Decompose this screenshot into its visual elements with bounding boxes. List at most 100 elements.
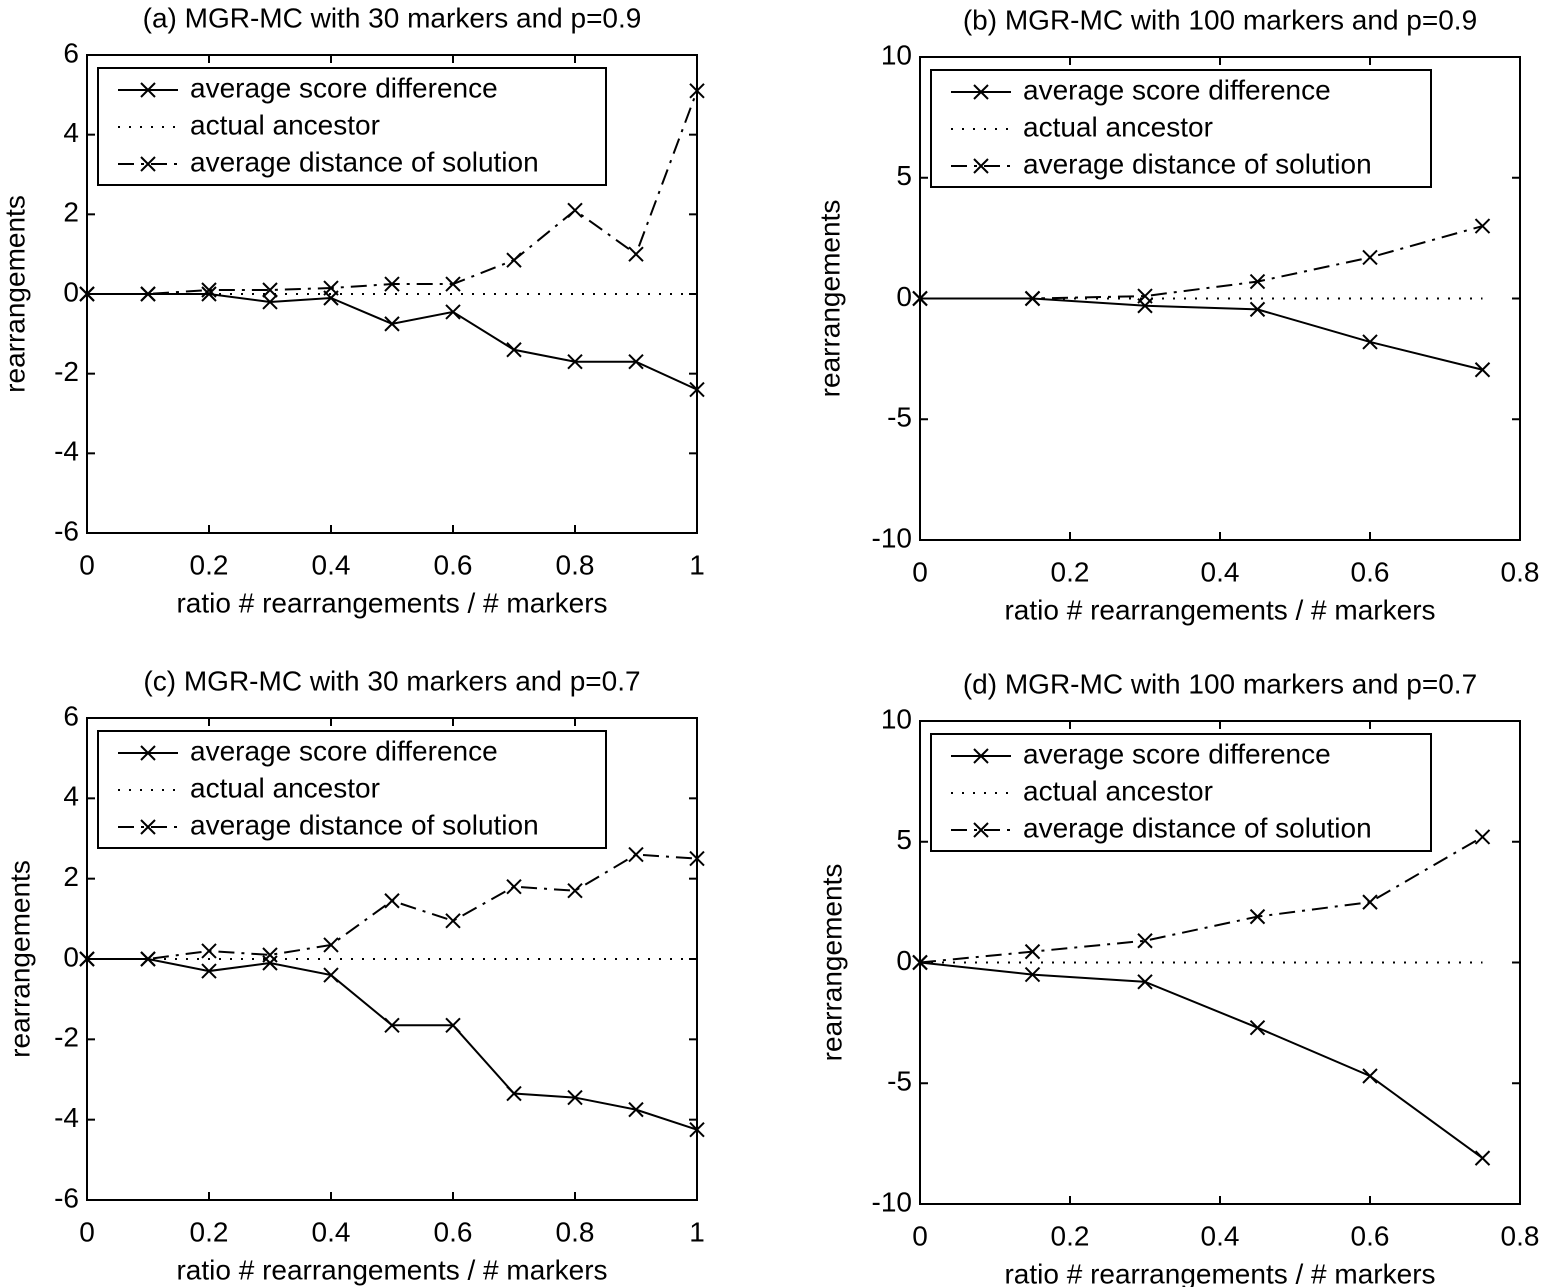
legend-marker	[973, 822, 989, 838]
x-tick-label: 0.8	[556, 1216, 595, 1247]
x-tick-label: 0.4	[312, 1216, 351, 1247]
marker	[201, 963, 217, 979]
marker	[1024, 290, 1041, 307]
x-tick-label: 0	[79, 549, 95, 580]
marker	[689, 1122, 705, 1138]
chart-title: (a) MGR-MC with 30 markers and p=0.9	[143, 2, 642, 33]
marker	[506, 252, 522, 268]
x-axis-label: ratio # rearrangements / # markers	[1004, 1258, 1435, 1287]
x-tick-label: 0.6	[1351, 556, 1390, 587]
x-tick-label: 1	[689, 1216, 705, 1247]
y-tick-label: 6	[63, 700, 79, 731]
marker	[1249, 273, 1266, 290]
x-tick-label: 0.6	[434, 1216, 473, 1247]
y-axis-label: rearrangements	[816, 864, 847, 1062]
marker	[1362, 249, 1378, 266]
marker	[1137, 288, 1153, 304]
legend-marker	[140, 156, 156, 172]
marker	[912, 290, 928, 307]
legend-marker	[140, 82, 156, 98]
marker	[323, 937, 339, 953]
marker	[506, 342, 522, 358]
y-tick-label: -6	[54, 1182, 79, 1213]
marker	[79, 951, 95, 967]
marker	[1024, 943, 1041, 960]
legend-box	[930, 733, 1432, 852]
marker	[445, 1017, 461, 1033]
marker	[689, 381, 705, 398]
y-axis-label: rearrangements	[0, 195, 30, 393]
x-tick-label: 0.6	[1351, 1220, 1390, 1251]
legend-label: actual ancestor	[1023, 775, 1213, 806]
y-tick-label: 10	[881, 39, 912, 70]
y-tick-label: 5	[896, 160, 912, 191]
marker	[506, 878, 522, 895]
marker	[384, 1017, 400, 1033]
marker	[1474, 362, 1491, 378]
y-tick-label: -10	[872, 522, 912, 553]
marker	[567, 1089, 583, 1106]
y-tick-label: -5	[887, 1066, 912, 1097]
marker	[323, 280, 339, 296]
x-tick-label: 0.2	[190, 549, 229, 580]
marker	[1362, 894, 1378, 910]
legend-label: average score difference	[190, 735, 498, 766]
series-line	[920, 297, 1483, 371]
marker	[1249, 1020, 1266, 1036]
y-tick-label: 4	[63, 117, 79, 148]
x-tick-label: 0.8	[556, 549, 595, 580]
marker	[1137, 974, 1153, 990]
legend-label: average score difference	[190, 72, 498, 103]
y-tick-label: -5	[887, 402, 912, 433]
legend-label: average score difference	[1023, 74, 1331, 105]
legend-label: actual ancestor	[1023, 111, 1213, 142]
marker	[384, 893, 400, 909]
marker	[1474, 218, 1491, 234]
x-tick-label: 0.2	[190, 1216, 229, 1247]
marker	[1137, 933, 1153, 949]
x-tick-label: 0	[912, 1220, 928, 1251]
legend-label: actual ancestor	[190, 109, 380, 140]
marker	[1024, 966, 1041, 983]
x-tick-label: 0	[912, 556, 928, 587]
marker	[384, 316, 400, 332]
legend-label: average distance of solution	[1023, 148, 1372, 179]
marker	[689, 850, 705, 867]
x-tick-label: 0	[79, 1216, 95, 1247]
x-tick-label: 0.8	[1501, 556, 1540, 587]
x-tick-label: 0.4	[1201, 556, 1240, 587]
marker	[79, 286, 95, 302]
y-tick-label: 10	[881, 703, 912, 734]
marker	[1474, 1150, 1491, 1166]
legend-label: actual ancestor	[190, 772, 380, 803]
y-tick-label: 0	[63, 276, 79, 307]
x-tick-label: 1	[689, 549, 705, 580]
legend-label: average score difference	[1023, 738, 1331, 769]
y-tick-label: -4	[54, 436, 79, 467]
y-tick-label: 5	[896, 824, 912, 855]
legend-marker	[973, 84, 989, 100]
legend-box	[97, 730, 607, 849]
series-line	[919, 836, 1484, 964]
marker	[262, 282, 278, 298]
marker	[567, 202, 583, 219]
marker	[1362, 1068, 1378, 1084]
series-line	[920, 225, 1483, 300]
legend-label: average distance of solution	[1023, 812, 1372, 843]
series-line	[87, 853, 698, 960]
legend-label: average distance of solution	[190, 146, 539, 177]
y-tick-label: 6	[63, 37, 79, 68]
marker	[1249, 301, 1266, 318]
legend-box	[97, 67, 607, 186]
legend-marker	[140, 819, 156, 835]
y-tick-label: 0	[63, 941, 79, 972]
y-tick-label: 4	[63, 781, 79, 812]
marker	[445, 304, 461, 320]
chart-title: (b) MGR-MC with 100 markers and p=0.9	[963, 4, 1477, 35]
series-line	[919, 961, 1484, 1159]
marker	[323, 967, 339, 983]
x-tick-label: 0.8	[1501, 1220, 1540, 1251]
marker	[445, 913, 461, 929]
